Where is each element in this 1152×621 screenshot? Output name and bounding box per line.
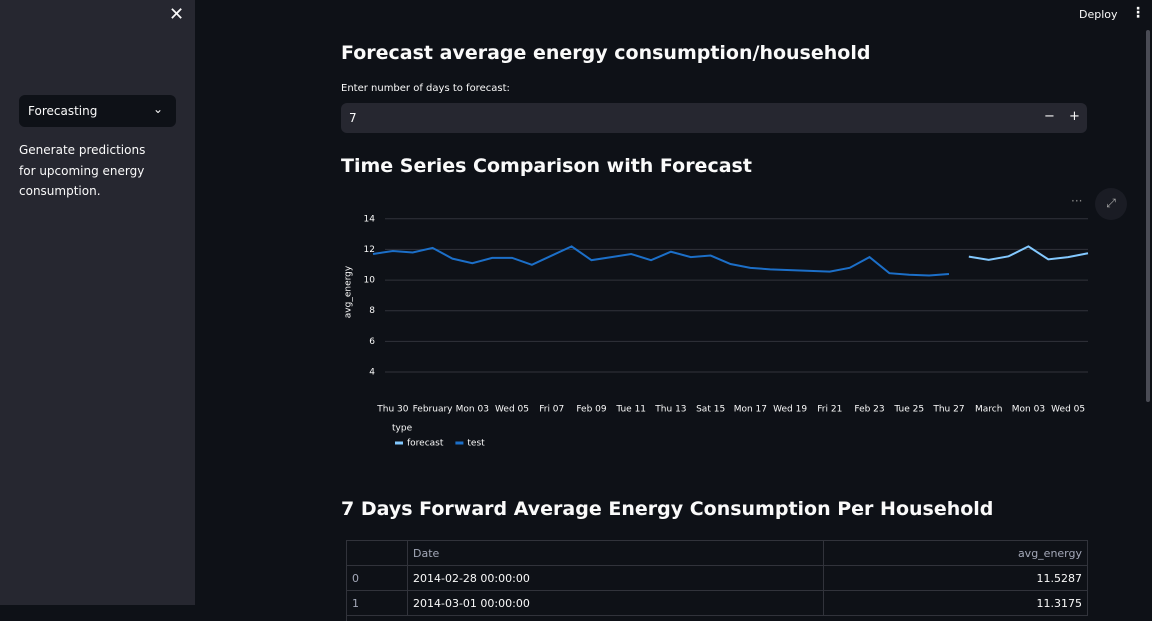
y-tick-label: 14 [364, 214, 376, 224]
legend-title: type [392, 424, 413, 434]
x-tick-label: Feb 23 [854, 405, 884, 415]
sidebar-description: Generate predictions for upcoming energy… [19, 143, 146, 198]
table-cell: 11.5287 [824, 566, 1088, 591]
x-tick-label: Tue 11 [615, 405, 646, 415]
input-value: 7 [349, 111, 357, 125]
x-tick-label: Tue 25 [893, 405, 924, 415]
series-line [968, 245, 1089, 261]
deploy-button[interactable]: Deploy [1079, 8, 1118, 21]
scrollbar[interactable] [1146, 30, 1150, 402]
series-line [372, 245, 950, 277]
fullscreen-button[interactable]: ⤢ [1095, 188, 1127, 220]
x-tick-label: Mon 17 [734, 405, 767, 415]
x-tick-label: Thu 27 [932, 405, 964, 415]
column-header: Date [408, 541, 824, 566]
table-cell: 2014-03-01 00:00:00 [408, 591, 824, 616]
legend-label: forecast [407, 439, 444, 449]
x-tick-label: Wed 19 [773, 405, 807, 415]
number-input[interactable]: 7 − + [341, 103, 1087, 133]
select-value: Forecasting [28, 104, 98, 118]
y-tick-label: 12 [364, 245, 375, 255]
x-tick-label: Wed 05 [1051, 405, 1085, 415]
table-cell: 2014-02-28 00:00:00 [408, 566, 824, 591]
sidebar: ✕ Forecasting ⌄ Generate predictions for… [0, 0, 195, 605]
y-tick-label: 10 [364, 276, 376, 286]
column-header [347, 541, 408, 566]
page-title: Forecast average energy consumption/hous… [341, 42, 871, 64]
y-tick-label: 6 [369, 337, 375, 347]
table-heading: 7 Days Forward Average Energy Consumptio… [341, 498, 994, 520]
column-header: avg_energy [824, 541, 1088, 566]
page-select[interactable]: Forecasting ⌄ [19, 95, 176, 127]
menu-button[interactable]: ⋮ [1131, 5, 1145, 21]
x-tick-label: Thu 13 [654, 405, 686, 415]
table-cell: 1 [347, 591, 408, 616]
data-table: Date avg_energy 0 2014-02-28 00:00:00 11.528… [346, 540, 1088, 621]
chevron: ⌄ [153, 102, 164, 116]
increment-button[interactable]: + [1069, 109, 1080, 124]
x-tick-label: Feb 09 [576, 405, 607, 415]
legend-label: test [467, 439, 485, 449]
x-tick-label: Thu 30 [376, 405, 408, 415]
y-tick-label: 4 [369, 368, 375, 378]
y-tick-label: 8 [369, 306, 375, 316]
table-cell: 0 [347, 566, 408, 591]
x-tick-label: Fri 21 [817, 405, 842, 415]
x-tick-label: Sat 15 [696, 405, 725, 415]
decrement-button[interactable]: − [1044, 109, 1055, 124]
x-tick-label: Mon 03 [1012, 405, 1045, 415]
table-cell: 11.3175 [824, 591, 1088, 616]
chart-heading: Time Series Comparison with Forecast [341, 155, 752, 177]
x-tick-label: Mon 03 [456, 405, 489, 415]
x-tick-label: February [413, 405, 454, 415]
x-tick-label: Wed 05 [495, 405, 529, 415]
x-tick-label: Fri 07 [539, 405, 564, 415]
close-button[interactable]: ✕ [169, 4, 185, 25]
y-axis-title: avg_energy [344, 265, 354, 318]
input-label: Enter number of days to forecast: [341, 83, 510, 94]
chart-menu[interactable]: ··· [1071, 194, 1083, 208]
x-tick-label: March [975, 405, 1002, 415]
